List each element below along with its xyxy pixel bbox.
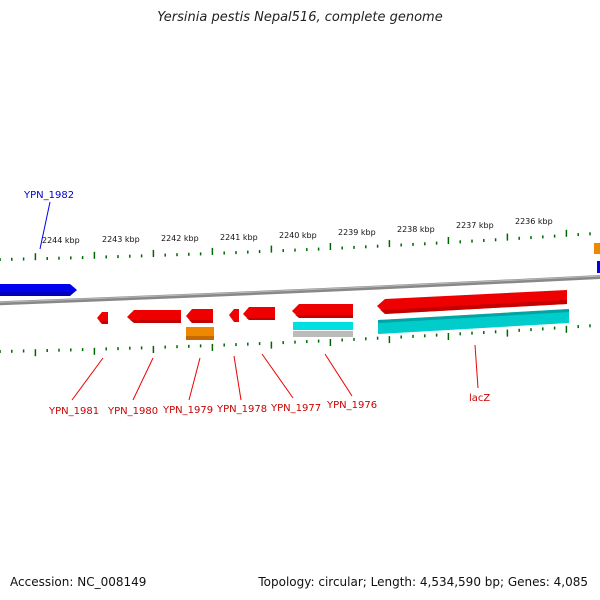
genome-backbone-highlight [0,275,600,303]
tick-label-2244: 2244 kbp [42,236,80,245]
tick-label-2238: 2238 kbp [397,225,435,234]
gene-label-ypn-1976[interactable]: YPN_1976 [326,400,377,411]
label-line-ypn-1982 [39,201,51,250]
gene-label-lacz[interactable]: lacZ [469,393,490,404]
edge-feature-rna [594,243,600,254]
tick-label-2237: 2237 kbp [456,221,494,230]
misc-feature-ypn-1976 [293,331,353,337]
map-title: Yersinia pestis Nepal516, complete genom… [157,10,443,25]
reverse-tick-row [0,324,591,357]
genome-backbone [0,274,600,306]
edge-feature-forward [597,261,600,273]
tick-label-2241: 2241 kbp [220,233,258,242]
gene-ypn-1980[interactable] [127,310,181,323]
tick-label-2236: 2236 kbp [515,217,553,226]
gene-label-ypn-1980[interactable]: YPN_1980 [107,406,158,417]
gene-ypn-1981[interactable] [97,312,108,324]
gene-label-ypn-1977[interactable]: YPN_1977 [270,403,321,414]
tick-label-2240: 2240 kbp [279,231,317,240]
cds-feature-lacz[interactable] [378,309,569,334]
forward-tick-row [0,229,591,261]
gene-lacz[interactable] [377,290,567,314]
tick-label-2239: 2239 kbp [338,228,376,237]
gene-ypn-1978[interactable] [229,309,239,322]
gene-label-ypn-1979[interactable]: YPN_1979 [162,405,213,416]
rna-feature-ypn-1979-shade [186,336,214,340]
accession-label: Accession: NC_008149 [10,575,147,589]
gene-ypn-1976[interactable] [292,304,353,318]
tick-label-2242: 2242 kbp [161,234,199,243]
gene-ypn-1977[interactable] [243,307,275,320]
tick-label-2243: 2243 kbp [102,235,140,244]
gene-ypn-1979[interactable] [186,309,213,323]
gene-label-ypn-1982[interactable]: YPN_1982 [23,190,74,201]
cds-feature-ypn-1976[interactable] [293,322,353,330]
genome-summary: Topology: circular; Length: 4,534,590 bp… [258,575,588,589]
gene-label-ypn-1978[interactable]: YPN_1978 [216,404,267,415]
gene-ypn-1982[interactable] [0,284,77,296]
gene-label-ypn-1981[interactable]: YPN_1981 [48,406,99,417]
reverse-label-lines [71,344,479,401]
